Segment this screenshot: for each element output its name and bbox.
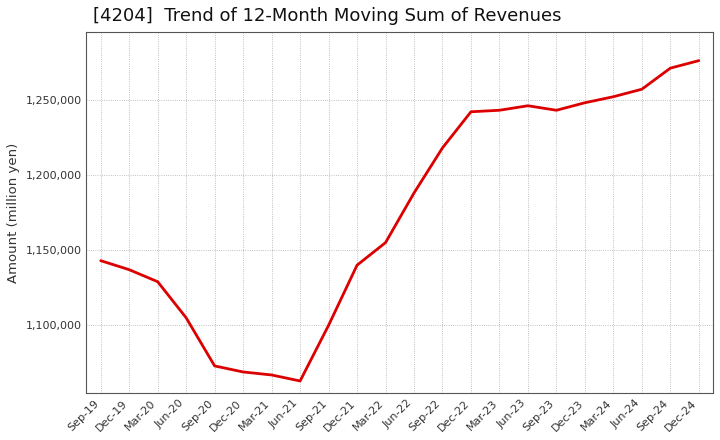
Y-axis label: Amount (million yen): Amount (million yen) [7,143,20,282]
Text: [4204]  Trend of 12-Month Moving Sum of Revenues: [4204] Trend of 12-Month Moving Sum of R… [93,7,562,25]
